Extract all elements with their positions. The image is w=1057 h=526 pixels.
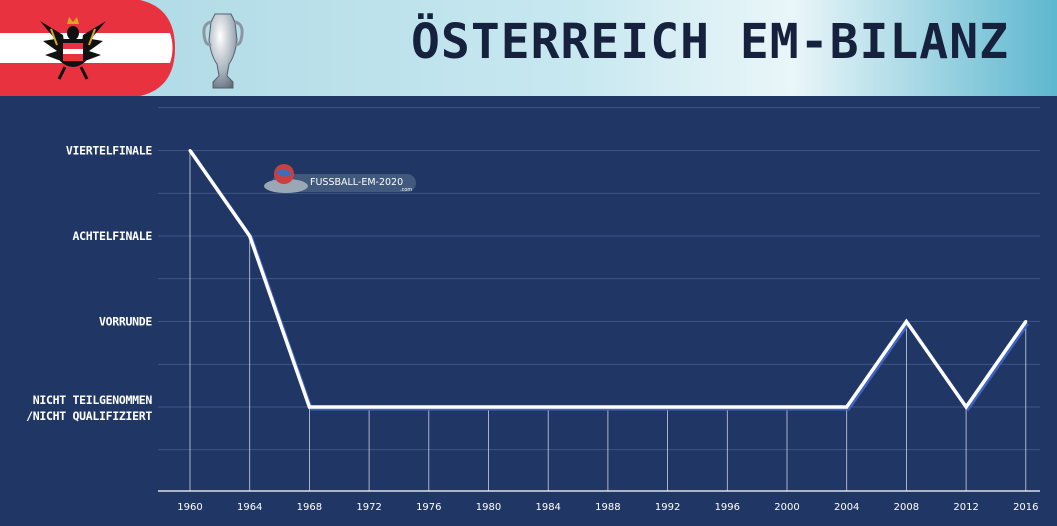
x-tick-label: 1992 <box>655 502 680 513</box>
x-tick-label: 2012 <box>953 502 978 513</box>
eagle-coat-of-arms-icon <box>40 17 106 80</box>
data-point <box>1024 320 1028 323</box>
x-tick-label: 1976 <box>416 502 441 513</box>
y-tick-label: VIERTELFINALE <box>66 144 152 158</box>
data-point <box>546 405 550 409</box>
header-band <box>0 0 1057 96</box>
series-group <box>188 149 1030 412</box>
stadium-icon <box>264 179 308 193</box>
x-tick-labels: 1960 1964 1968 1972 1976 1980 1984 1988 1992 1996… <box>177 502 1038 513</box>
data-point <box>725 405 729 409</box>
data-point <box>367 405 371 409</box>
data-point <box>964 405 968 409</box>
chart-vertical-guides <box>189 150 1027 491</box>
data-point <box>487 405 490 409</box>
y-tick-label: ACHTELFINALE <box>73 229 153 243</box>
watermark-pill <box>272 174 416 192</box>
data-point <box>785 405 789 409</box>
watermark-text: FUSSBALL-EM-2020 <box>310 177 403 188</box>
y-tick-label: NICHT TEILGENOMMEN <box>33 393 153 407</box>
data-point <box>845 405 849 409</box>
x-tick-label: 1964 <box>237 502 262 513</box>
x-tick-label: 2004 <box>834 502 859 513</box>
trophy-icon <box>202 13 244 89</box>
x-tick-label: 1984 <box>535 502 560 513</box>
y-tick-label: /NICHT QUALIFIZIERT <box>26 409 152 423</box>
x-tick-label: 1972 <box>356 502 381 513</box>
data-point <box>248 234 252 238</box>
data-point <box>904 320 908 323</box>
x-tick-label: 1968 <box>297 502 322 513</box>
y-tick-label: VORRUNDE <box>99 315 152 329</box>
data-point <box>427 405 431 409</box>
y-tick-labels: VIERTELFINALE ACHTELFINALE VORRUNDE NICHT T… <box>26 144 153 424</box>
series-line-shadow <box>190 151 1030 412</box>
chart-title: ÖSTERREICH EM-BILANZ <box>411 13 1009 70</box>
data-point <box>606 405 610 409</box>
x-tick-label: 1988 <box>595 502 620 513</box>
watermark-sub: .com <box>400 187 412 193</box>
x-tick-label: 1996 <box>715 502 740 513</box>
x-tick-label: 2016 <box>1013 502 1038 513</box>
chart-grid <box>158 107 1040 451</box>
data-point <box>307 405 311 409</box>
x-tick-label: 2000 <box>774 502 799 513</box>
x-tick-label: 1960 <box>177 502 202 513</box>
data-point <box>666 405 670 409</box>
watermark-logo: FUSSBALL-EM-2020 .com <box>264 164 416 193</box>
x-tick-label: 1980 <box>476 502 501 513</box>
data-point <box>188 149 192 152</box>
x-tick-label: 2008 <box>894 502 919 513</box>
